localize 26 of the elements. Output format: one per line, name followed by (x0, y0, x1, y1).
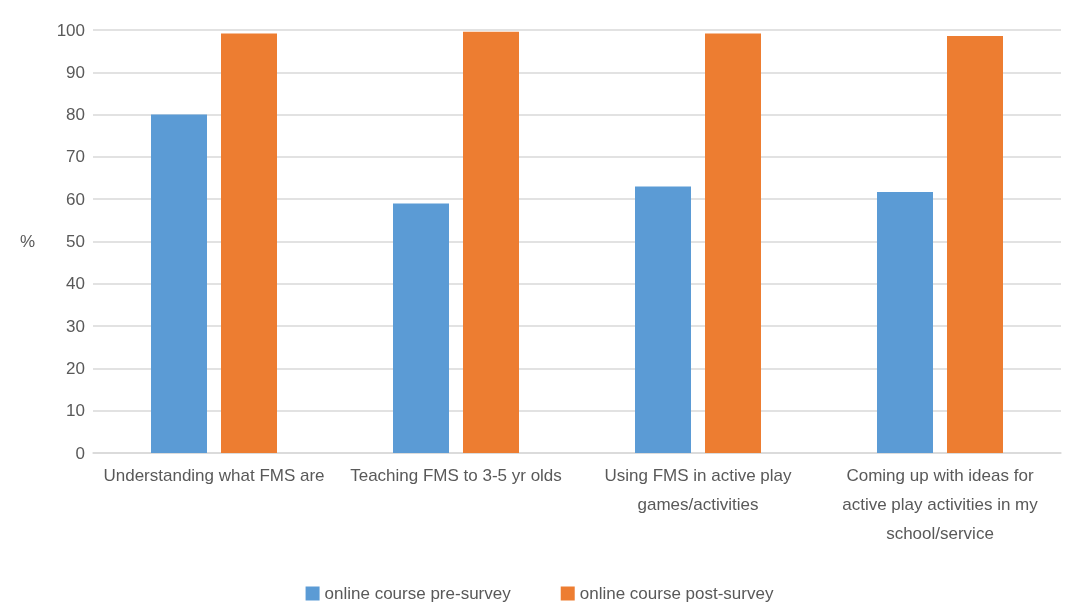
bar (877, 192, 933, 453)
bar (221, 33, 277, 453)
y-axis-title: % (19, 232, 35, 251)
y-tick-label: 30 (66, 316, 85, 336)
bar (705, 33, 761, 453)
x-tick-label: Understanding what FMS are (103, 466, 325, 485)
y-tick-label: 70 (66, 147, 85, 167)
y-tick-label: 90 (66, 62, 85, 82)
y-tick-label: 50 (66, 232, 85, 251)
y-tick-label: 40 (66, 274, 85, 294)
y-tick-label: 60 (66, 189, 85, 209)
y-tick-label: 80 (66, 105, 85, 125)
bar (947, 35, 1003, 453)
x-tick-label: Teaching FMS to 3-5 yr olds (350, 466, 562, 485)
y-tick-label: 20 (66, 358, 85, 378)
x-tick-label: Using FMS in active play games/activities (604, 466, 793, 514)
x-tick-label: Coming up with ideas for active play activities in my school/service (842, 466, 1039, 543)
bar (393, 203, 449, 453)
legend-label: online course pre-survey (324, 584, 512, 603)
bar (635, 186, 691, 453)
bar (151, 114, 207, 453)
legend-label: online course post-survey (579, 584, 774, 603)
y-tick-label: 10 (66, 401, 85, 421)
y-tick-label: 100 (56, 20, 85, 40)
y-tick-label: 0 (75, 443, 85, 463)
bar (463, 31, 519, 453)
